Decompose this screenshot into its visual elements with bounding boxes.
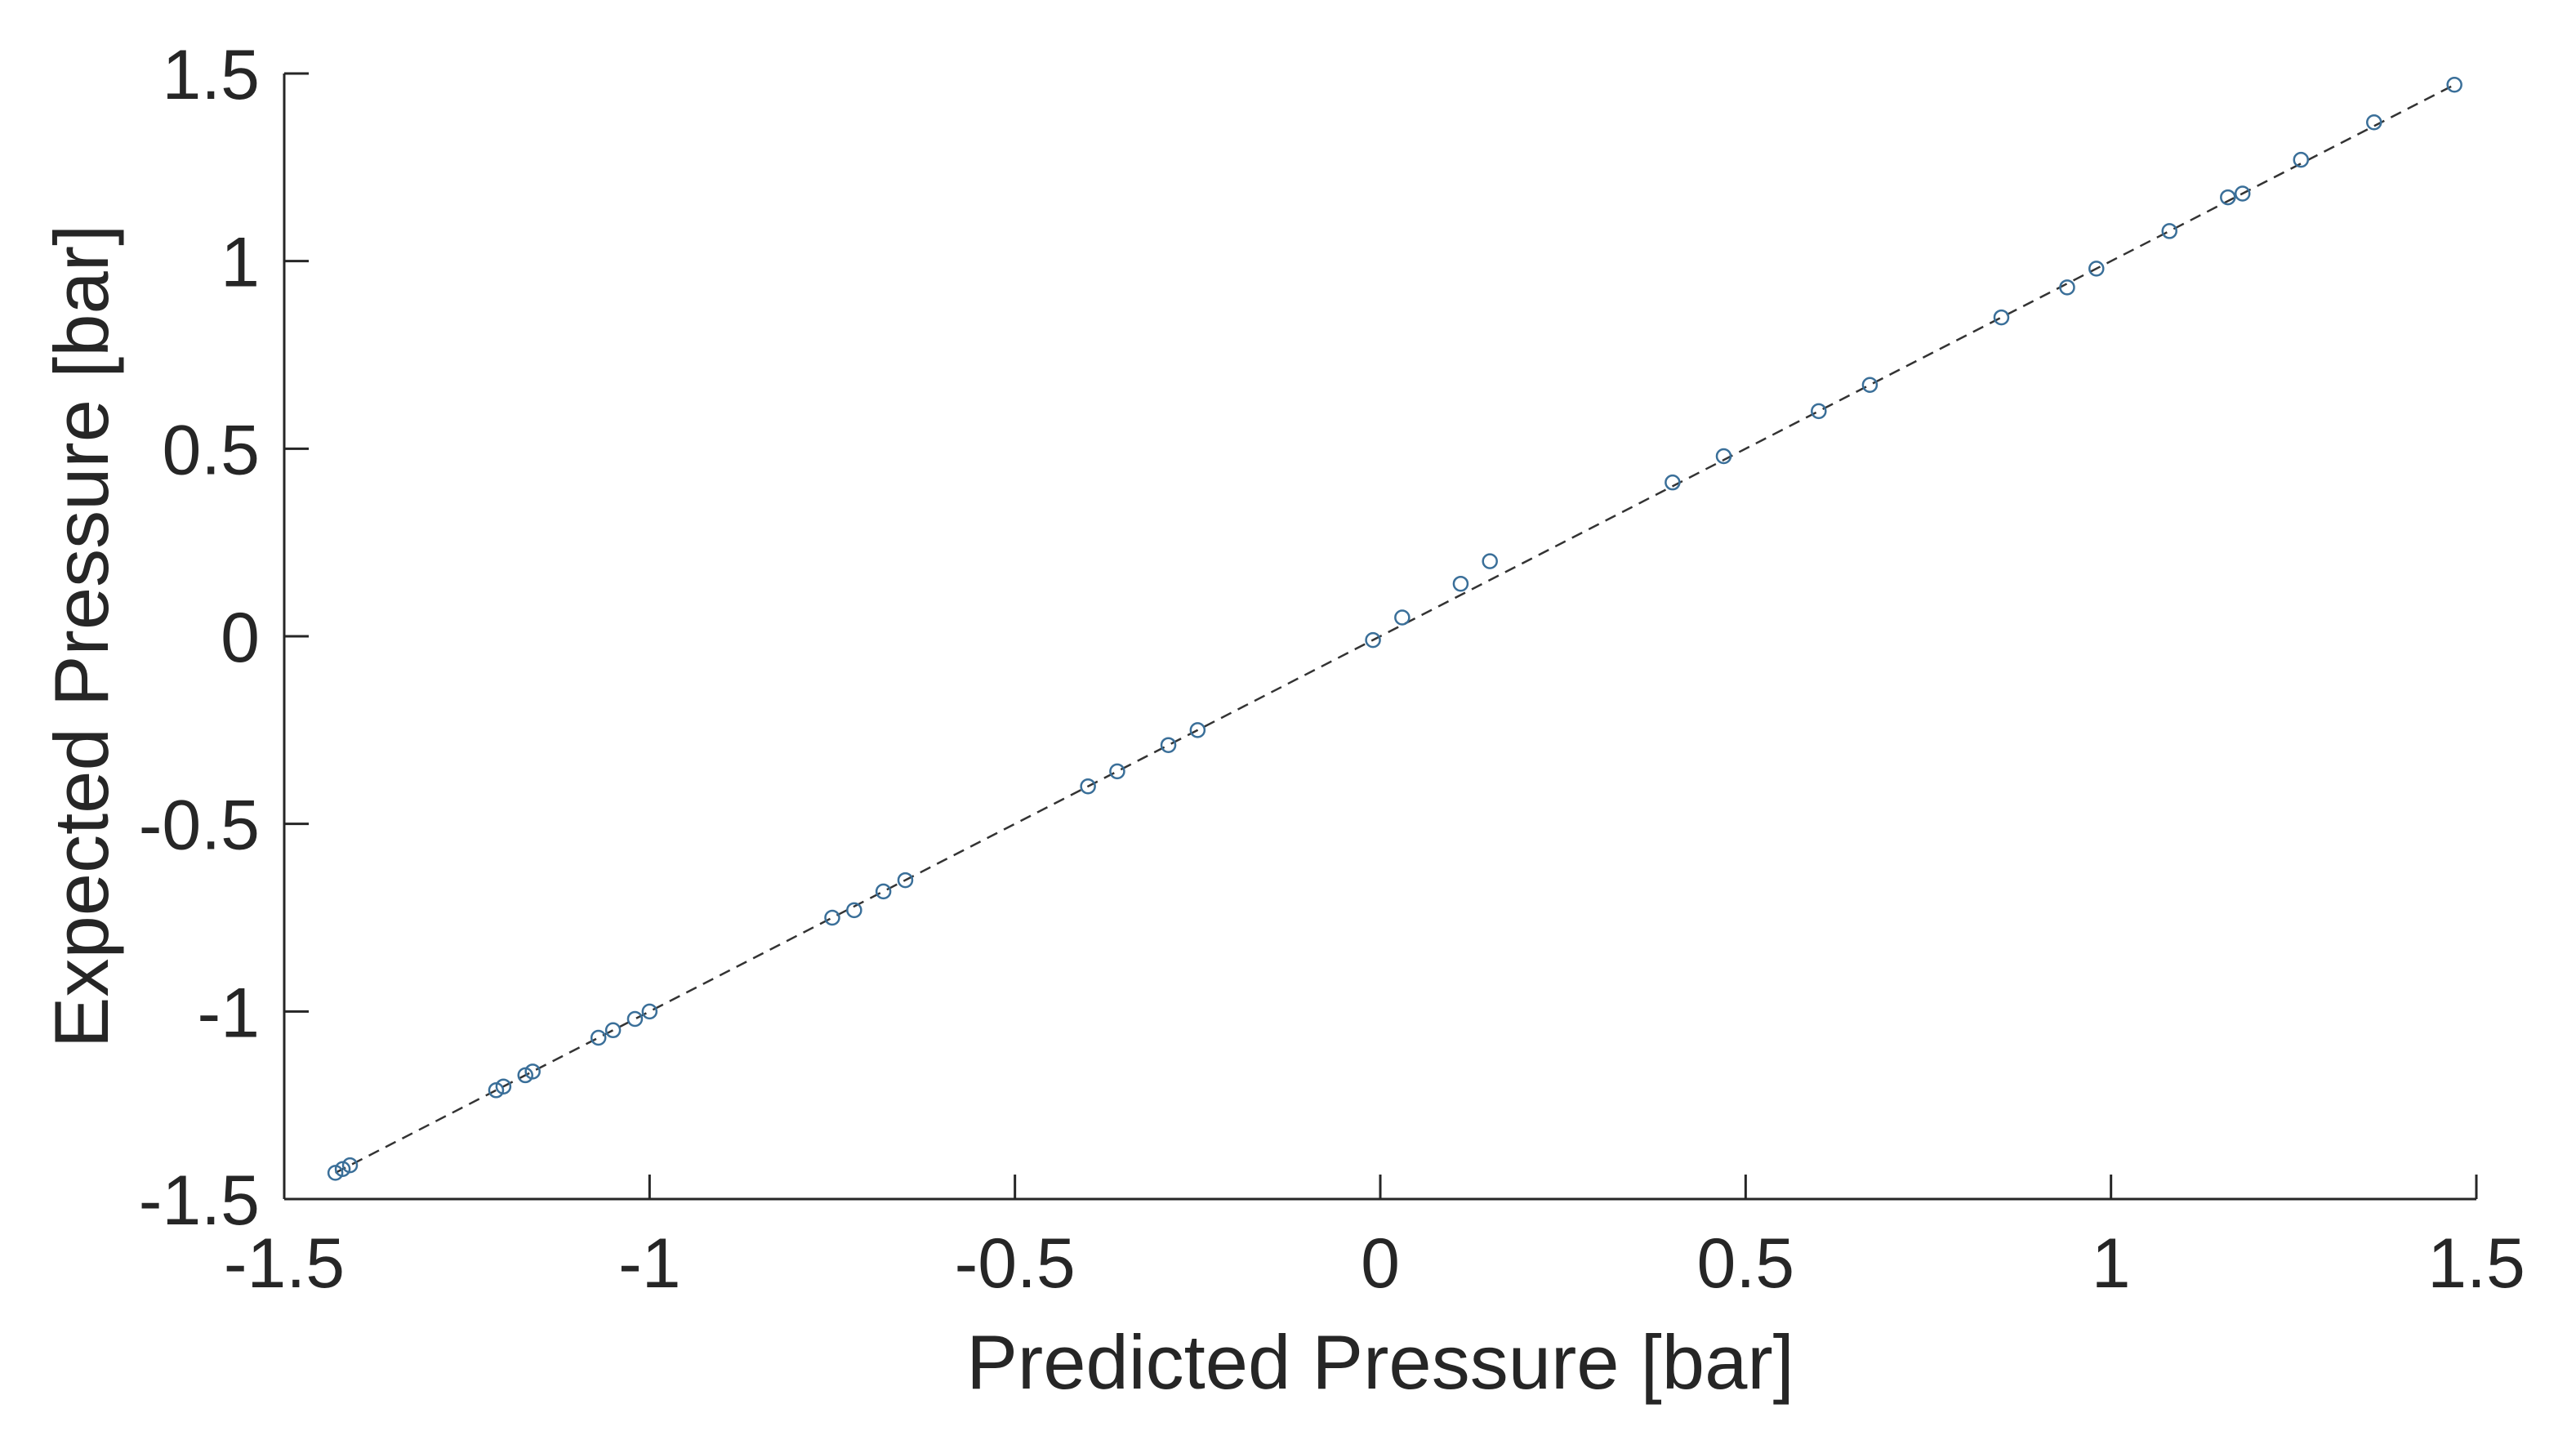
data-point <box>1993 309 2010 326</box>
data-point <box>846 902 862 919</box>
data-point <box>334 1161 351 1178</box>
data-point <box>517 1067 533 1084</box>
data-point <box>1482 553 1498 569</box>
data-point <box>495 1078 512 1095</box>
y-tick-label: 1 <box>221 224 260 302</box>
data-point <box>1080 778 1096 795</box>
data-point <box>341 1157 359 1174</box>
reference-line <box>335 83 2455 1174</box>
x-tick-label: 1 <box>2092 1224 2131 1303</box>
x-tick-label: -1 <box>618 1224 680 1303</box>
data-point <box>824 909 840 926</box>
data-point <box>2446 77 2462 93</box>
x-tick-label: 0.5 <box>1697 1224 1795 1303</box>
data-point <box>1452 575 1469 592</box>
data-point <box>524 1063 541 1080</box>
x-tick-label: 0 <box>1361 1224 1400 1303</box>
data-point <box>604 1022 622 1039</box>
x-tick-label: -1.5 <box>224 1224 345 1303</box>
data-point <box>1715 448 1732 465</box>
y-tick-label: 1.5 <box>162 36 260 114</box>
x-axis-label: Predicted Pressure [bar] <box>966 1319 1794 1405</box>
data-point <box>488 1082 505 1099</box>
y-axis-label: Expected Pressure [bar] <box>38 225 124 1048</box>
data-point <box>2161 223 2177 239</box>
y-tick-label: -1.5 <box>139 1161 260 1240</box>
data-point <box>1665 474 1681 491</box>
y-tick-label: 0.5 <box>162 411 260 489</box>
plot-area: -1.5 -1 -0.5 0 0.5 1 1.5 -1.5 -1 -0.5 0 0.5 1 1.5 <box>139 36 2525 1303</box>
data-point <box>1189 722 1206 738</box>
data-point <box>1109 763 1125 780</box>
data-point <box>327 1165 344 1181</box>
data-point <box>1861 377 1879 393</box>
data-point <box>2234 185 2251 202</box>
data-point <box>2293 151 2310 168</box>
data-point <box>1160 737 1177 753</box>
data-point <box>1365 631 1381 649</box>
data-point <box>1394 609 1411 626</box>
x-tick-label: -0.5 <box>955 1224 1076 1303</box>
data-point <box>641 1003 658 1020</box>
data-point <box>897 872 914 889</box>
data-point <box>2365 114 2382 131</box>
y-tick-label: -1 <box>198 974 260 1052</box>
data-point <box>626 1010 644 1028</box>
data-point <box>590 1029 607 1046</box>
data-point <box>2059 279 2075 296</box>
data-point <box>1811 403 1827 420</box>
data-point <box>2088 261 2105 277</box>
y-tick-label: 0 <box>221 599 260 677</box>
x-tick-label: 1.5 <box>2427 1224 2525 1303</box>
y-tick-label: -0.5 <box>139 787 260 865</box>
data-point <box>875 883 892 900</box>
data-point <box>2220 189 2236 206</box>
